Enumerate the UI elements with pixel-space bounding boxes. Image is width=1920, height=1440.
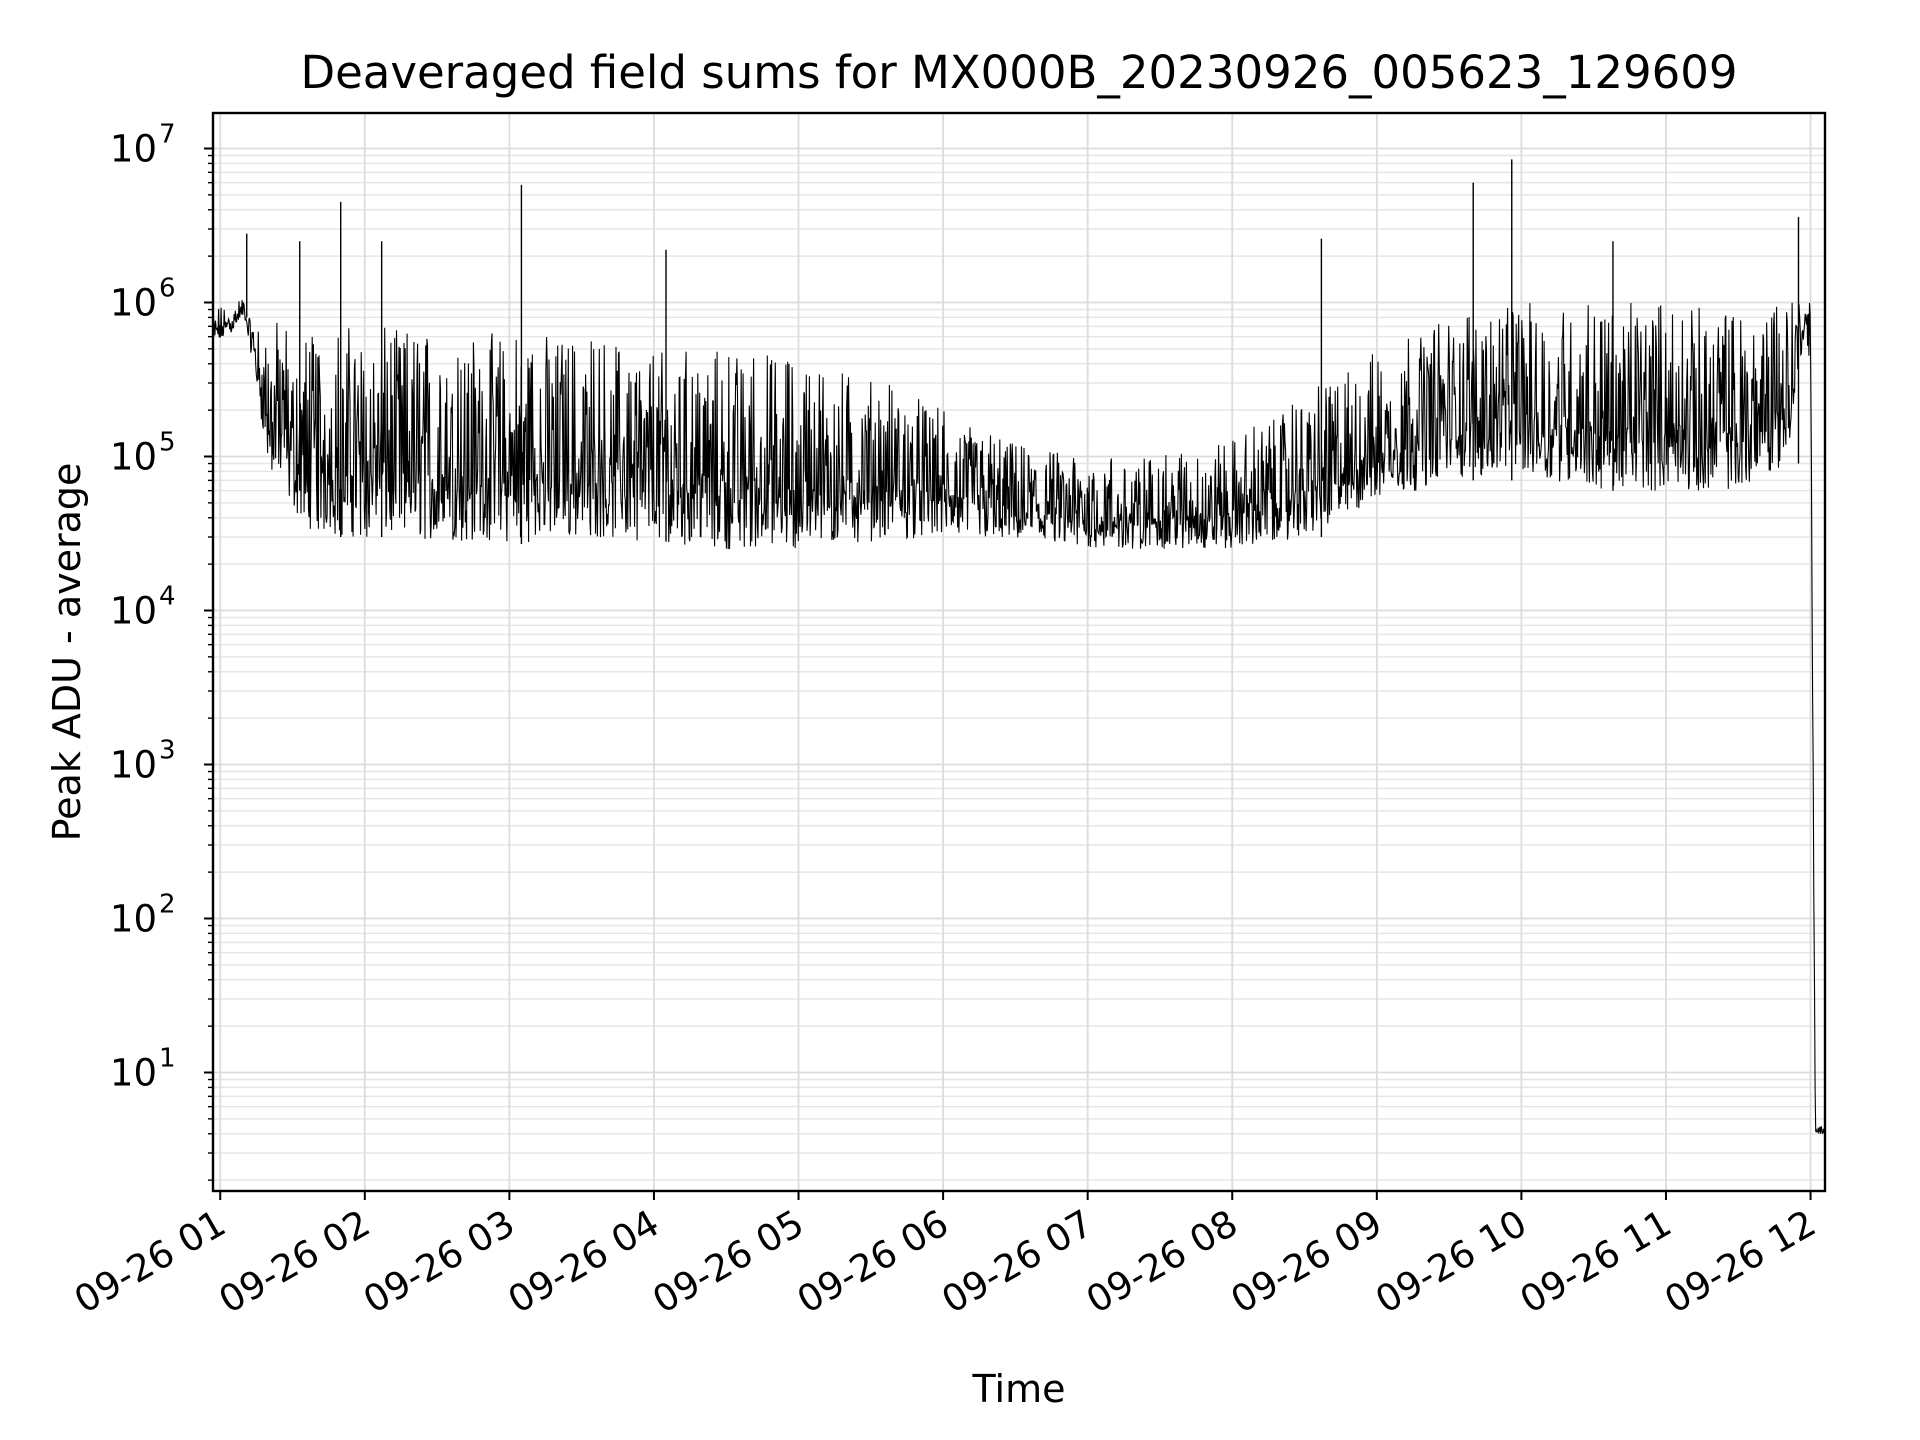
y-tick-exponent: 5 <box>159 427 176 457</box>
y-tick-exponent: 1 <box>159 1043 176 1073</box>
y-tick-exponent: 2 <box>159 889 176 919</box>
y-tick-exponent: 3 <box>159 735 176 765</box>
y-tick-exponent: 7 <box>159 119 176 149</box>
y-tick-exponent: 4 <box>159 581 176 611</box>
x-axis-label: Time <box>972 1367 1066 1411</box>
plot-area-frame <box>211 111 1827 1193</box>
y-tick-label: 10 <box>110 589 157 632</box>
y-tick-label: 10 <box>110 1051 157 1094</box>
y-tick-label: 10 <box>110 435 157 478</box>
series-line <box>212 300 1826 1135</box>
y-tick-label: 10 <box>110 127 157 170</box>
data-series <box>212 159 1826 1135</box>
y-tick-label: 10 <box>110 743 157 786</box>
y-tick-label: 10 <box>110 897 157 940</box>
y-axis-label: Peak ADU - average <box>45 463 89 842</box>
y-tick-exponent: 6 <box>159 273 176 303</box>
y-tick-label: 10 <box>110 281 157 324</box>
chart-title: Deaveraged field sums for MX000B_2023092… <box>300 46 1737 99</box>
grid <box>213 113 1825 1191</box>
